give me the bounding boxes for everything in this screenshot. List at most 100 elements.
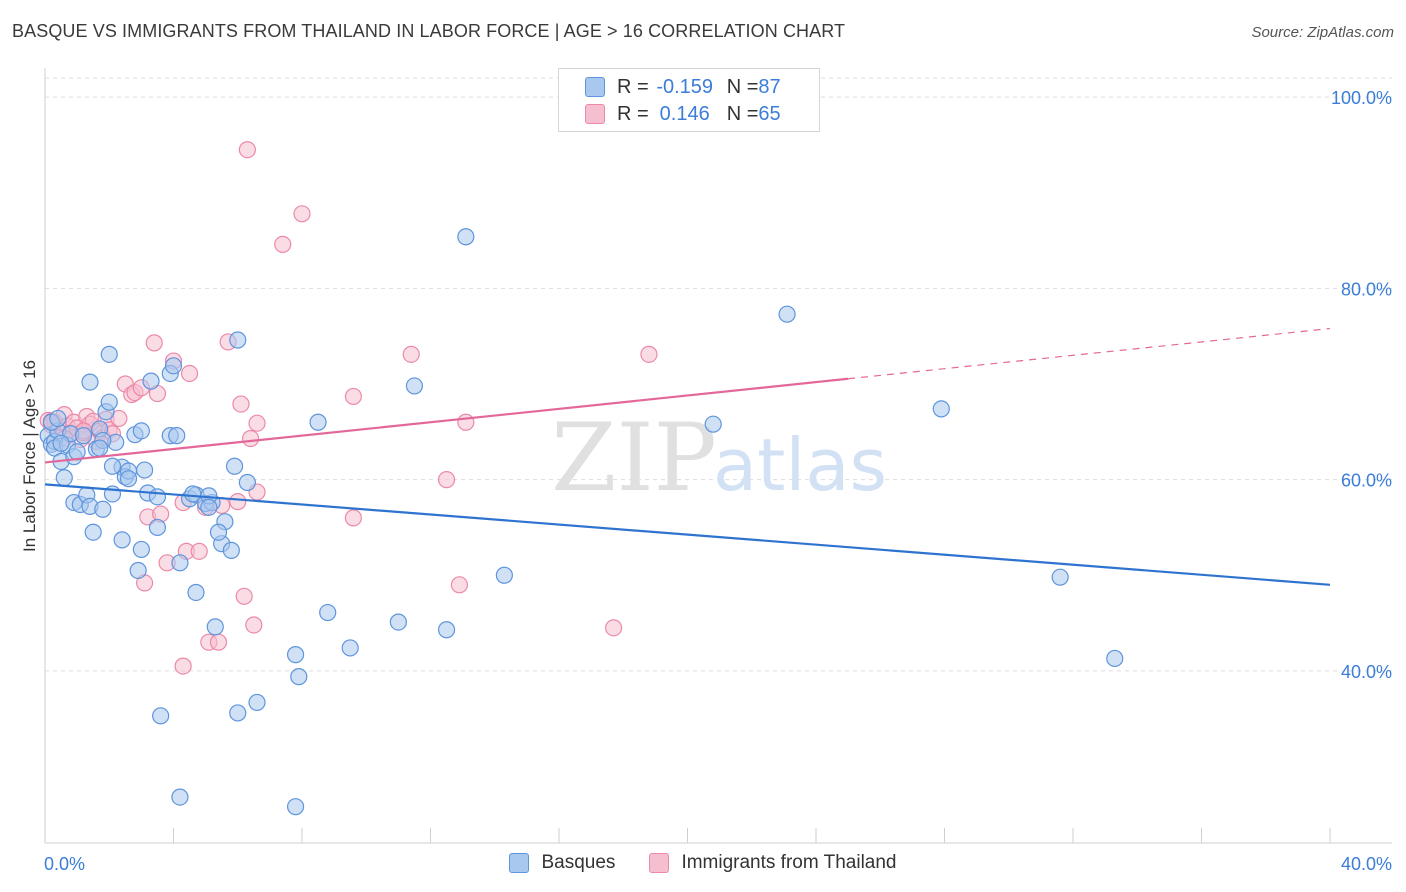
- legend-row-basques: R = -0.159 N = 87: [585, 75, 781, 99]
- basques-point: [704, 415, 722, 433]
- basques-point: [225, 457, 244, 475]
- series-label-basques: Basques: [541, 852, 616, 873]
- source-label: Source: ZipAtlas.com: [1251, 24, 1394, 41]
- thailand-point: [248, 414, 266, 432]
- basques-point: [229, 331, 247, 349]
- thailand-point: [232, 395, 250, 413]
- y-tick-label: 80.0%: [1341, 279, 1392, 299]
- axes-layer: [44, 68, 1392, 844]
- basques-point: [168, 427, 186, 445]
- y-tick-label: 60.0%: [1341, 471, 1392, 491]
- basques-point: [113, 531, 131, 549]
- basques-point: [171, 788, 189, 806]
- basques-point: [49, 409, 67, 428]
- series-swatch-basques: [509, 853, 530, 873]
- watermark-zip: ZIP: [551, 404, 717, 513]
- watermark: ZIP atlas: [551, 404, 887, 513]
- basques-point: [94, 500, 112, 518]
- basques-point: [222, 541, 240, 559]
- series-legend: Basques Immigrants from Thailand: [0, 852, 1406, 874]
- thailand-point: [605, 619, 623, 637]
- basques-point: [129, 561, 147, 580]
- basques-point: [1051, 568, 1069, 586]
- basques-point: [389, 613, 407, 631]
- basques-point: [103, 457, 122, 475]
- legend-n-label: N =: [726, 75, 759, 98]
- basques-point: [55, 469, 73, 487]
- basques-point: [184, 485, 202, 503]
- correlation-legend: R = -0.159 N = 87 R = 0.146 N = 65: [558, 68, 820, 132]
- basques-point: [148, 488, 167, 506]
- basques-point: [152, 707, 170, 725]
- watermark-atlas: atlas: [713, 423, 887, 507]
- basques-point: [286, 798, 305, 816]
- thailand-point: [174, 657, 192, 675]
- thailand-trend-line: [44, 377, 849, 464]
- series-swatch-thailand: [649, 853, 670, 873]
- basques-point: [91, 439, 109, 457]
- basques-point: [229, 704, 247, 722]
- legend-swatch-thailand: [585, 104, 605, 124]
- thailand-point: [242, 429, 260, 448]
- basques-point: [286, 646, 305, 664]
- chart-title: BASQUE VS IMMIGRANTS FROM THAILAND IN LA…: [12, 21, 846, 41]
- y-tick-label: 40.0%: [1341, 662, 1392, 682]
- basques-point: [52, 434, 70, 452]
- trend-lines: [44, 327, 1331, 586]
- basques-point: [206, 618, 224, 636]
- legend-n-value-basques: 87: [758, 75, 781, 98]
- basques-point: [132, 422, 150, 440]
- thailand-point: [145, 334, 163, 352]
- series-legend-thailand[interactable]: Immigrants from Thailand: [649, 852, 897, 874]
- basques-point: [100, 393, 118, 411]
- basques-point: [148, 518, 167, 537]
- basques-point: [341, 639, 359, 657]
- basques-point: [238, 473, 256, 492]
- thailand-point: [437, 471, 456, 489]
- basques-point: [309, 413, 327, 431]
- basques-point: [778, 305, 796, 323]
- basques-point: [187, 583, 205, 602]
- basques-point: [319, 603, 337, 622]
- basques-point: [132, 540, 150, 559]
- thailand-point: [245, 616, 263, 634]
- basques-point: [81, 373, 99, 391]
- basques-point: [135, 461, 154, 479]
- thailand-point: [238, 141, 256, 159]
- basques-point: [405, 377, 424, 395]
- x-tick-label-max: 40.0%: [1341, 854, 1392, 874]
- grid-layer: [45, 77, 1392, 672]
- basques-point: [164, 357, 183, 375]
- thailand-point: [180, 364, 199, 383]
- basques-trend-line: [44, 483, 1331, 586]
- basques-point: [100, 345, 118, 363]
- series-label-thailand: Immigrants from Thailand: [681, 852, 897, 873]
- thailand-point: [344, 387, 362, 406]
- basques-point: [142, 372, 160, 390]
- legend-r-value-basques: -0.159: [656, 75, 714, 98]
- basques-point: [74, 427, 93, 445]
- x-tick-label-min: 0.0%: [44, 854, 85, 874]
- legend-r-label: R =: [617, 75, 649, 98]
- tick-labels: 40.0% 60.0% 80.0% 100.0% 0.0% 40.0%: [44, 88, 1392, 874]
- y-tick-label: 100.0%: [1331, 88, 1392, 108]
- thailand-point: [640, 345, 658, 363]
- basques-points: [39, 228, 1124, 816]
- thailand-point: [457, 413, 475, 431]
- basques-point: [84, 523, 102, 541]
- basques-point: [437, 621, 456, 639]
- thailand-point: [190, 542, 208, 560]
- basques-point: [119, 470, 138, 488]
- series-legend-basques[interactable]: Basques: [509, 852, 615, 874]
- legend-r-label: R =: [617, 102, 649, 125]
- thailand-point: [209, 633, 228, 651]
- basques-point: [290, 668, 308, 686]
- thailand-trend-extension: [848, 327, 1331, 380]
- thailand-point: [402, 345, 420, 363]
- basques-point: [209, 523, 228, 541]
- legend-n-value-thailand: 65: [758, 102, 781, 125]
- legend-n-label: N =: [726, 102, 759, 125]
- basques-point: [200, 498, 218, 516]
- legend-swatch-basques: [585, 77, 605, 97]
